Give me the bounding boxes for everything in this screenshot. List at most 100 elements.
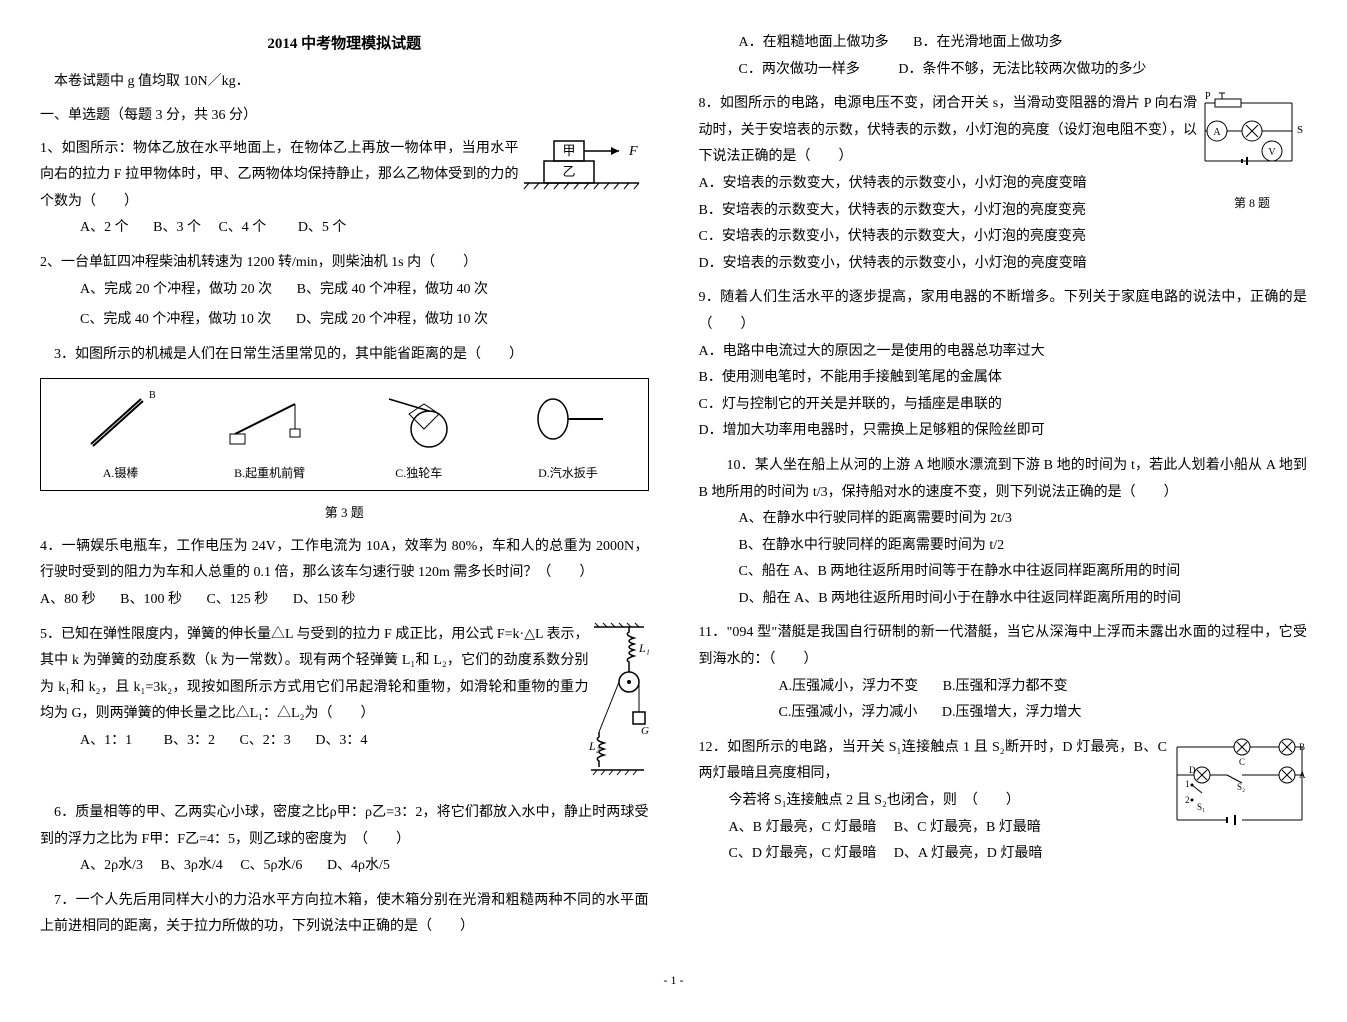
- q5-figure: L₁ G L₂: [589, 622, 649, 782]
- q9-optA: A．电路中电流过大的原因之一是使用的电器总功率过大: [699, 339, 1308, 366]
- svg-text:A: A: [1213, 127, 1221, 138]
- q5-options: A、1：1 B、3：2 C、2：3 D、3：4: [40, 728, 649, 755]
- q6-optB: B、3ρ水/4: [161, 858, 223, 873]
- right-column: A．在粗糙地面上做功多 B．在光滑地面上做功多 C．两次做功一样多 D．条件不够…: [699, 30, 1308, 949]
- q8-caption: 第 8 题: [1197, 192, 1307, 215]
- q7-optB: B．在光滑地面上做功多: [913, 35, 1062, 50]
- q12-optB: B、C 灯最亮，B 灯最暗: [894, 820, 1041, 835]
- q2-optD: D、完成 20 个冲程，做功 10 次: [296, 312, 488, 327]
- svg-text:L₁: L₁: [638, 641, 649, 655]
- section-header: 一、单选题（每题 3 分，共 36 分）: [40, 103, 649, 130]
- q4-text: 4．一辆娱乐电瓶车，工作电压为 24V，工作电流为 10A，效率为 80%，车和…: [40, 539, 649, 581]
- q9-optC: C．灯与控制它的开关是并联的，与插座是串联的: [699, 392, 1308, 419]
- q4-optA: A、80 秒: [40, 592, 96, 607]
- q2-optA: A、完成 20 个冲程，做功 20 次: [80, 282, 272, 297]
- q1-optC: C、4 个: [218, 220, 266, 235]
- svg-text:C: C: [1239, 757, 1245, 767]
- q11-options: A.压强减小，浮力不变 B.压强和浮力都不变 C.压强减小，浮力减小 D.压强增…: [699, 674, 1308, 727]
- q1-optB: B、3 个: [153, 220, 201, 235]
- q5-text: 5．已知在弹性限度内，弹簧的伸长量△L 与受到的拉力 F 成正比，用公式 F=k…: [40, 627, 589, 722]
- q4-optD: D、150 秒: [293, 592, 356, 607]
- q2-text: 2、一台单缸四冲程柴油机转速为 1200 转/min，则柴油机 1s 内（ ）: [40, 255, 477, 270]
- svg-text:S: S: [1297, 124, 1303, 136]
- question-7: 7．一个人先后用同样大小的力沿水平方向拉木箱，使木箱分别在光滑和粗糙两种不同的水…: [40, 888, 649, 941]
- q10-optB: B、在静水中行驶同样的距离需要时间为 t/2: [739, 533, 1308, 560]
- q6-optD: D、4ρ水/5: [327, 858, 390, 873]
- q4-options: A、80 秒 B、100 秒 C、125 秒 D、150 秒: [40, 587, 649, 614]
- q3-fig-d: D.汽水扳手: [518, 384, 618, 485]
- q5-optB: B、3：2: [164, 733, 215, 748]
- question-4: 4．一辆娱乐电瓶车，工作电压为 24V，工作电流为 10A，效率为 80%，车和…: [40, 534, 649, 614]
- q10-optA: A、在静水中行驶同样的距离需要时间为 2t/3: [739, 506, 1308, 533]
- q3-caption: 第 3 题: [40, 501, 649, 526]
- q9-optD: D．增加大功率用电器时，只需换上足够粗的保险丝即可: [699, 418, 1308, 445]
- q1-figure: 甲 乙 F: [519, 136, 649, 196]
- question-10: 10．某人坐在船上从河的上游 A 地顺水漂流到下游 B 地的时间为 t，若此人划…: [699, 453, 1308, 613]
- svg-text:S₁: S₁: [1197, 802, 1205, 812]
- q4-optC: C、125 秒: [206, 592, 268, 607]
- q6-options: A、2ρ水/3 B、3ρ水/4 C、5ρ水/6 D、4ρ水/5: [40, 853, 649, 880]
- svg-text:1: 1: [1185, 779, 1190, 789]
- question-9: 9．随着人们生活水平的逐步提高，家用电器的不断增多。下列关于家庭电路的说法中，正…: [699, 285, 1308, 445]
- q3-text: 3．如图所示的机械是人们在日常生活里常见的，其中能省距离的是（ ）: [40, 347, 523, 362]
- q2-optB: B、完成 40 个冲程，做功 40 次: [297, 282, 488, 297]
- q2-options: A、完成 20 个冲程，做功 20 次 B、完成 40 个冲程，做功 40 次 …: [40, 277, 649, 334]
- q10-optD: D、船在 A、B 两地往返所用时间小于在静水中往返同样距离所用的时间: [739, 586, 1308, 613]
- q3-figure-row: B A.镊棒 B.起重机前臂: [40, 378, 649, 491]
- question-8: P A S V: [699, 91, 1308, 277]
- question-2: 2、一台单缸四冲程柴油机转速为 1200 转/min，则柴油机 1s 内（ ） …: [40, 250, 649, 334]
- svg-text:L₂: L₂: [589, 739, 600, 753]
- q12-optC: C、D 灯最亮，C 灯最暗: [729, 846, 877, 861]
- svg-text:乙: 乙: [562, 164, 575, 179]
- q9-text: 9．随着人们生活水平的逐步提高，家用电器的不断增多。下列关于家庭电路的说法中，正…: [699, 290, 1308, 332]
- q1-optD: D、5 个: [298, 220, 347, 235]
- page-container: 2014 中考物理模拟试题 本卷试题中 g 值均取 10N／kg． 一、单选题（…: [40, 30, 1307, 949]
- q7-optC: C．两次做功一样多: [739, 62, 860, 77]
- q6-optC: C、5ρ水/6: [240, 858, 302, 873]
- q9-optB: B．使用测电笔时，不能用手接触到笔尾的金属体: [699, 365, 1308, 392]
- q11-optD: D.压强增大，浮力增大: [942, 705, 1082, 720]
- q12-optD: D、A 灯最亮，D 灯最暗: [894, 846, 1043, 861]
- q3-figC-label: C.独轮车: [369, 462, 469, 485]
- q3-figD-label: D.汽水扳手: [518, 462, 618, 485]
- q1-options: A、2 个 B、3 个 C、4 个 D、5 个: [40, 215, 649, 242]
- q10-options: A、在静水中行驶同样的距离需要时间为 2t/3 B、在静水中行驶同样的距离需要时…: [699, 506, 1308, 612]
- question-3: 3．如图所示的机械是人们在日常生活里常见的，其中能省距离的是（ ） B A.镊棒: [40, 342, 649, 526]
- q6-optA: A、2ρ水/3: [80, 858, 143, 873]
- q8-optC: C．安培表的示数变小，伏特表的示数变大，小灯泡的亮度变亮: [699, 224, 1308, 251]
- exam-note: 本卷试题中 g 值均取 10N／kg．: [40, 69, 649, 96]
- svg-text:G: G: [641, 725, 649, 737]
- q10-text: 10．某人坐在船上从河的上游 A 地顺水漂流到下游 B 地的时间为 t，若此人划…: [699, 458, 1308, 500]
- q11-text: 11．"094 型"潜艇是我国自行研制的新一代潜艇，当它从深海中上浮而未露出水面…: [699, 625, 1308, 667]
- question-1: 甲 乙 F 1、如图所示：物: [40, 136, 649, 242]
- q7-text: 7．一个人先后用同样大小的力沿水平方向拉木箱，使木箱分别在光滑和粗糙两种不同的水…: [40, 893, 649, 935]
- q1-text: 1、如图所示：物体乙放在水平地面上，在物体乙上再放一物体甲，当用水平向右的拉力 …: [40, 141, 519, 209]
- svg-text:甲: 甲: [562, 143, 575, 158]
- q3-fig-c: C.独轮车: [369, 384, 469, 485]
- q5-optA: A、1：1: [80, 733, 132, 748]
- svg-text:V: V: [1268, 147, 1276, 158]
- q1-optA: A、2 个: [80, 220, 129, 235]
- q2-optC: C、完成 40 个冲程，做功 10 次: [80, 312, 271, 327]
- question-6: 6．质量相等的甲、乙两实心小球，密度之比ρ甲：ρ乙=3：2，将它们都放入水中，静…: [40, 800, 649, 880]
- question-5: L₁ G L₂ 5．已知在弹性限度内，弹: [40, 622, 649, 793]
- q12-figure: C B D A: [1167, 735, 1307, 835]
- q3-fig-b: B.起重机前臂: [220, 384, 320, 485]
- svg-text:S₂: S₂: [1237, 782, 1245, 792]
- q12-optA: A、B 灯最亮，C 灯最暗: [729, 820, 877, 835]
- svg-text:P: P: [1205, 91, 1211, 102]
- q11-optB: B.压强和浮力都不变: [943, 679, 1068, 694]
- q7-optD: D．条件不够，无法比较两次做功的多少: [898, 62, 1146, 77]
- question-11: 11．"094 型"潜艇是我国自行研制的新一代潜艇，当它从深海中上浮而未露出水面…: [699, 620, 1308, 726]
- q7-optA: A．在粗糙地面上做功多: [739, 35, 889, 50]
- q12-text: 12．如图所示的电路，当开关 S₁连接触点 1 且 S₂断开时，D 灯最亮，B、…: [699, 740, 1168, 782]
- q3-fig-a: B A.镊棒: [71, 384, 171, 485]
- q5-optD: D、3：4: [315, 733, 367, 748]
- q7-options-block: A．在粗糙地面上做功多 B．在光滑地面上做功多 C．两次做功一样多 D．条件不够…: [699, 30, 1308, 83]
- q3-figB-label: B.起重机前臂: [220, 462, 320, 485]
- page-number: - 1 -: [40, 969, 1307, 992]
- q5-optC: C、2：3: [239, 733, 290, 748]
- q8-optD: D．安培表的示数变小，伏特表的示数变小，小灯泡的亮度变暗: [699, 251, 1308, 278]
- q6-text: 6．质量相等的甲、乙两实心小球，密度之比ρ甲：ρ乙=3：2，将它们都放入水中，静…: [40, 805, 649, 847]
- q10-optC: C、船在 A、B 两地往返所用时间等于在静水中往返同样距离所用的时间: [739, 559, 1308, 586]
